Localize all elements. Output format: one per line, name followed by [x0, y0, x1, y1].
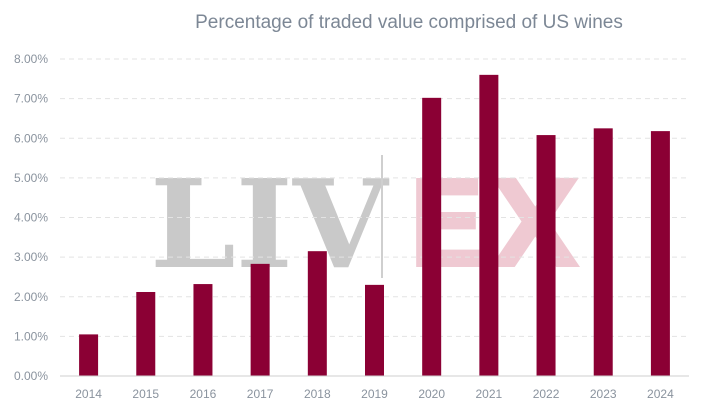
bar [250, 263, 270, 376]
y-tick-label: 0.00% [14, 369, 48, 383]
x-tick-label: 2017 [247, 387, 274, 401]
y-tick-label: 4.00% [14, 211, 48, 225]
bar [593, 128, 613, 376]
x-tick-label: 2024 [647, 387, 674, 401]
y-tick-label: 8.00% [14, 52, 48, 66]
bar [307, 251, 327, 376]
watermark-liv-text: LIV [150, 152, 390, 296]
y-tick-label: 3.00% [14, 250, 48, 264]
bar [422, 97, 442, 377]
x-tick-label: 2022 [533, 387, 560, 401]
x-tick-label: 2019 [361, 387, 388, 401]
livex-watermark-logo: LIV EX [150, 152, 582, 296]
x-tick-label: 2014 [75, 387, 102, 401]
bar [193, 284, 213, 376]
y-tick-label: 5.00% [14, 171, 48, 185]
y-tick-label: 6.00% [14, 131, 48, 145]
bar [136, 291, 156, 376]
bars [79, 74, 670, 377]
gridlines [60, 58, 689, 337]
y-tick-label: 7.00% [14, 92, 48, 106]
x-tick-label: 2016 [190, 387, 217, 401]
y-axis-ticks: 0.00% 1.00% 2.00% 3.00% 4.00% 5.00% 6.00% 7.00%… [14, 52, 48, 383]
x-axis-ticks: 2014 2015 2016 2017 2018 2019 2020 2021 2022 2023… [75, 387, 674, 401]
x-tick-label: 2023 [590, 387, 617, 401]
x-tick-label: 2021 [476, 387, 503, 401]
bar [479, 74, 499, 376]
y-tick-label: 1.00% [14, 329, 48, 343]
bar [79, 334, 99, 376]
bar [650, 131, 670, 376]
y-tick-label: 2.00% [14, 290, 48, 304]
bar [536, 135, 556, 376]
x-tick-label: 2015 [132, 387, 159, 401]
bar [365, 284, 384, 376]
chart-title: Percentage of traded value comprised of … [195, 12, 623, 33]
x-tick-label: 2020 [418, 387, 445, 401]
x-tick-label: 2018 [304, 387, 331, 401]
